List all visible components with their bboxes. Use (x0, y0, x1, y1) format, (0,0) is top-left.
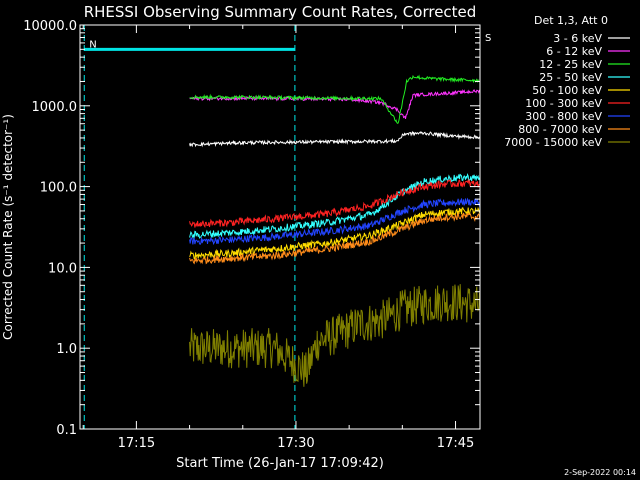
legend-entry-label: 100 - 300 keV (525, 97, 602, 110)
series-layer (189, 74, 480, 387)
y-tick-label: 10000.0 (23, 19, 77, 34)
series-line (189, 206, 480, 260)
legend-entry-label: 25 - 50 keV (539, 71, 602, 84)
y-axis-label: Corrected Count Rate (s⁻¹ detector⁻¹) (1, 114, 15, 340)
series-line (189, 74, 480, 124)
x-tick-label: 17:45 (437, 436, 474, 451)
y-tick-label: 10.0 (48, 261, 77, 276)
x-tick-label: 17:30 (277, 436, 314, 451)
series-line (189, 173, 480, 239)
legend-entry-label: 800 - 7000 keV (518, 123, 602, 136)
y-tick-label: 100.0 (40, 181, 77, 196)
legend-entry-label: 6 - 12 keV (546, 45, 602, 58)
series-line (189, 89, 480, 120)
x-axis-label: Start Time (26-Jan-17 17:09:42) (176, 456, 384, 471)
chart-title: RHESSI Observing Summary Count Rates, Co… (84, 3, 477, 21)
legend-entry-label: 12 - 25 keV (539, 58, 602, 71)
series-line (189, 130, 480, 148)
marker-label-s: S (485, 33, 491, 44)
legend-entry-label: 7000 - 15000 keV (504, 136, 602, 149)
y-tick-label: 1000.0 (32, 100, 78, 115)
footer-date: 2-Sep-2022 00:14 (564, 468, 636, 477)
legend-title: Det 1,3, Att 0 (534, 14, 608, 27)
axes: 17:15 17:30 17:45 10000.0 1000.0 100.0 10.0 1.0… (23, 19, 480, 451)
series-line (189, 211, 480, 265)
series-line (189, 284, 480, 387)
marker-label-n: N (89, 39, 96, 50)
series-line (189, 178, 480, 229)
legend-entry-label: 300 - 800 keV (525, 110, 602, 123)
y-tick-label: 1.0 (56, 342, 77, 357)
legend-entry-label: 50 - 100 keV (532, 84, 602, 97)
marker-bars: NS (84, 33, 491, 51)
series-line (189, 197, 480, 246)
plot-frame (79, 24, 481, 430)
y-tick-label: 0.1 (56, 423, 77, 438)
x-tick-label: 17:15 (118, 436, 155, 451)
marker-lines (83, 25, 296, 429)
legend-entry-label: 3 - 6 keV (553, 32, 602, 45)
